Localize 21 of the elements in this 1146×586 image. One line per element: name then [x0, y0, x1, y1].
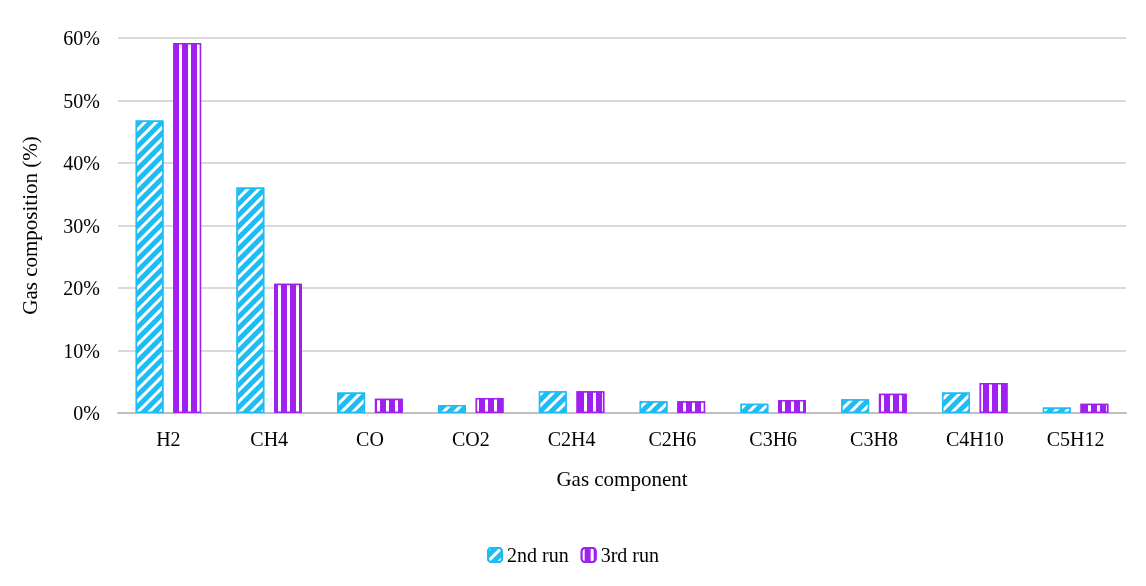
legend-label: 2nd run [507, 544, 569, 566]
y-tick-label: 30% [63, 214, 100, 237]
x-tick-label: CH4 [250, 428, 289, 450]
x-tick-label: C2H4 [547, 428, 596, 450]
x-axis-title: Gas component [556, 466, 688, 491]
x-tick-label: C5H12 [1046, 428, 1105, 450]
x-tick-label: C2H6 [648, 428, 697, 450]
y-tick-label: 20% [63, 277, 100, 299]
x-tick-label: CO2 [451, 428, 490, 450]
y-tick-label: 50% [63, 89, 100, 112]
y-tick-label: 40% [63, 152, 100, 174]
x-tick-label: CO [356, 428, 384, 450]
y-tick-label: 0% [73, 402, 100, 424]
x-tick-label: C3H6 [749, 428, 798, 450]
y-axis-title: Gas composition (%) [17, 136, 42, 315]
legend-label: 3rd run [600, 544, 659, 566]
y-tick-label: 10% [63, 339, 100, 362]
x-tick-label: C3H8 [850, 428, 898, 450]
x-tick-label: C4H10 [945, 428, 1004, 450]
x-tick-label: H2 [156, 428, 181, 450]
y-tick-label: 60% [63, 27, 100, 49]
